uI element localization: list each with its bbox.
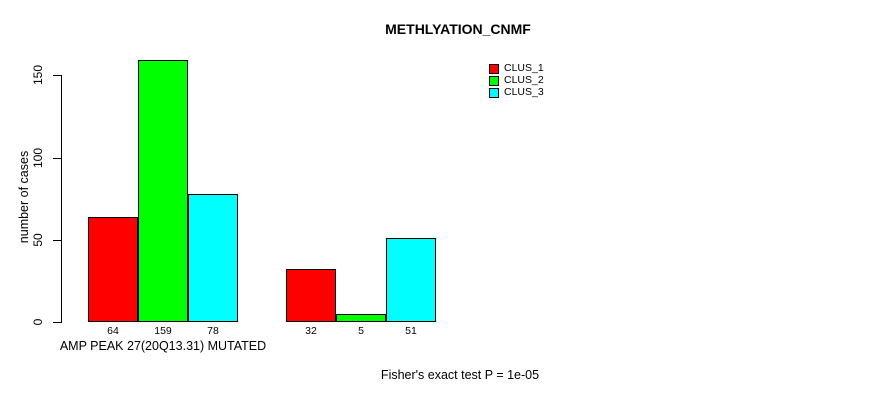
x-axis-group-label: AMP PEAK 27(20Q13.31) MUTATED: [59, 339, 267, 353]
legend-label: CLUS_3: [504, 86, 544, 98]
legend: CLUS_1 CLUS_2 CLUS_3: [489, 63, 544, 98]
legend-item-clus_2: CLUS_2: [489, 75, 544, 86]
y-axis-tick-label: 150: [31, 65, 45, 86]
legend-swatch-icon: [489, 75, 499, 86]
bar-value-label: 159: [154, 325, 172, 337]
bar-value-label: 32: [305, 325, 317, 337]
caption-fishers-test: Fisher's exact test P = 1e-05: [380, 368, 540, 382]
y-axis-tick: [53, 322, 61, 323]
legend-label: CLUS_2: [504, 74, 544, 86]
y-axis-label: number of cases: [17, 150, 31, 244]
bar-clus_1-group2: [286, 269, 336, 322]
legend-label: CLUS_1: [504, 62, 544, 74]
y-axis-tick-label: 0: [31, 318, 45, 326]
y-axis-tick: [53, 75, 61, 77]
bar-clus_3-group2: [386, 238, 436, 322]
bar-value-label: 64: [107, 325, 119, 337]
bar-clus_1-group1: [88, 217, 138, 322]
y-axis-tick: [53, 157, 61, 159]
legend-item-clus_3: CLUS_3: [489, 87, 544, 98]
y-axis-line: [61, 75, 62, 323]
y-axis-tick-label: 100: [31, 147, 45, 168]
chart-title: METHLYATION_CNMF: [385, 21, 531, 37]
legend-swatch-icon: [489, 87, 499, 98]
legend-item-clus_1: CLUS_1: [489, 63, 544, 74]
bar-clus_2-group2: [336, 314, 386, 322]
y-axis-tick-label: 50: [31, 233, 45, 247]
bar-value-label: 78: [207, 325, 219, 337]
bar-clus_3-group1: [188, 194, 238, 322]
legend-swatch-icon: [489, 63, 499, 74]
y-axis-tick: [53, 239, 61, 241]
bar-value-label: 51: [405, 325, 417, 337]
bar-clus_2-group1: [138, 60, 188, 322]
bar-value-label: 5: [358, 325, 364, 337]
